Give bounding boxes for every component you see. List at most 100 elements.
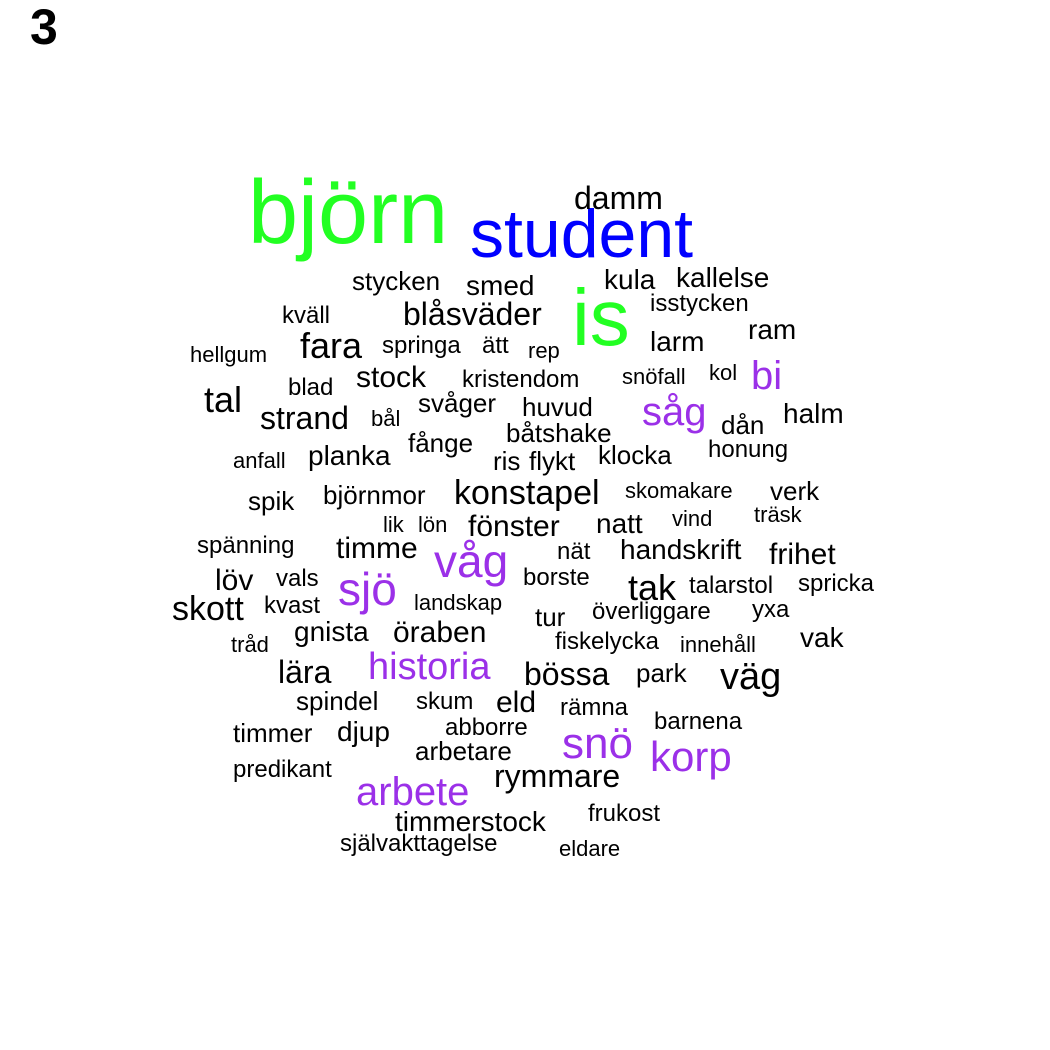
word-nät: nät	[557, 538, 591, 565]
word-fönster: fönster	[468, 510, 560, 543]
word-arbete: arbete	[356, 770, 470, 814]
word-djup: djup	[337, 716, 390, 747]
word-självakttagelse: självakttagelse	[340, 830, 498, 857]
word-lik: lik	[383, 512, 404, 537]
word-flykt: flykt	[529, 446, 576, 476]
word-honung: honung	[708, 436, 789, 463]
word-skum: skum	[416, 688, 474, 715]
word-björn: björn	[248, 163, 449, 263]
word-abborre: abborre	[445, 714, 528, 741]
word-huvud: huvud	[522, 392, 593, 422]
word-fånge: fånge	[408, 428, 474, 458]
word-sjö: sjö	[338, 563, 397, 615]
word-rep: rep	[528, 338, 560, 363]
word-verk: verk	[770, 476, 820, 506]
word-frukost: frukost	[588, 800, 661, 827]
word-konstapel: konstapel	[454, 474, 600, 512]
word-väg: väg	[720, 656, 782, 698]
word-stycken: stycken	[352, 266, 441, 296]
word-park: park	[636, 658, 687, 688]
word-larm: larm	[650, 326, 705, 357]
word-rymmare: rymmare	[494, 758, 621, 794]
word-handskrift: handskrift	[620, 534, 742, 565]
word-kallelse: kallelse	[676, 262, 770, 293]
word-is: is	[572, 273, 630, 362]
word-bössa: bössa	[524, 656, 610, 692]
word-bål: bål	[371, 406, 401, 431]
word-rämna: rämna	[560, 694, 629, 721]
panel-label: 3	[30, 0, 58, 55]
word-yxa: yxa	[752, 596, 790, 623]
word-hellgum: hellgum	[190, 342, 268, 367]
word-spänning: spänning	[197, 532, 295, 559]
word-innehåll: innehåll	[680, 632, 756, 657]
word-vak: vak	[800, 622, 844, 653]
word-strand: strand	[260, 400, 349, 436]
word-eld: eld	[496, 686, 537, 719]
word-vind: vind	[672, 506, 713, 531]
word-klocka: klocka	[598, 440, 672, 470]
word-såg: såg	[642, 390, 707, 434]
word-frihet: frihet	[769, 538, 836, 571]
word-tal: tal	[204, 379, 243, 420]
word-anfall: anfall	[233, 448, 286, 473]
word-våg: våg	[434, 535, 509, 587]
word-spik: spik	[248, 486, 295, 516]
word-blåsväder: blåsväder	[403, 296, 542, 332]
word-spricka: spricka	[798, 570, 875, 597]
word-ris: ris	[493, 446, 521, 476]
word-bi: bi	[751, 354, 783, 398]
word-snö: snö	[562, 719, 633, 768]
word-springa: springa	[382, 332, 461, 359]
word-timme: timme	[336, 532, 418, 565]
word-isstycken: isstycken	[650, 290, 749, 317]
word-eldare: eldare	[559, 836, 621, 861]
word-ram: ram	[748, 314, 797, 345]
word-korp: korp	[650, 733, 732, 780]
word-kväll: kväll	[282, 302, 331, 329]
word-dån: dån	[721, 410, 765, 440]
word-timmerstock: timmerstock	[395, 806, 546, 837]
word-landskap: landskap	[414, 590, 503, 615]
word-svåger: svåger	[418, 388, 497, 418]
word-timmer: timmer	[233, 718, 313, 748]
word-fiskelycka: fiskelycka	[555, 628, 660, 655]
word-historia: historia	[368, 646, 491, 688]
word-tur: tur	[535, 602, 566, 632]
word-stock: stock	[356, 361, 427, 394]
word-smed: smed	[466, 270, 535, 301]
word-båtshake: båtshake	[506, 418, 612, 448]
word-tak: tak	[628, 567, 677, 608]
word-kol: kol	[709, 360, 738, 385]
word-överliggare: överliggare	[592, 598, 711, 625]
word-planka: planka	[308, 440, 391, 471]
word-björnmor: björnmor	[323, 480, 426, 510]
word-kula: kula	[604, 264, 656, 295]
word-lära: lära	[278, 654, 332, 690]
word-gnista: gnista	[294, 616, 369, 647]
word-skott: skott	[172, 590, 244, 628]
word-spindel: spindel	[296, 686, 379, 716]
word-predikant: predikant	[233, 756, 332, 783]
word-damm: damm	[574, 180, 663, 216]
word-kvast: kvast	[264, 592, 321, 619]
word-arbetare: arbetare	[415, 736, 512, 766]
word-lön: lön	[418, 512, 448, 537]
word-fara: fara	[300, 325, 363, 366]
word-snöfall: snöfall	[622, 364, 686, 389]
word-halm: halm	[783, 398, 844, 429]
word-öraben: öraben	[393, 616, 487, 649]
word-blad: blad	[288, 374, 334, 401]
word-student: student	[470, 196, 694, 272]
word-talarstol: talarstol	[689, 572, 774, 599]
word-kristendom: kristendom	[462, 366, 580, 393]
word-borste: borste	[523, 564, 590, 591]
word-tråd: tråd	[231, 632, 269, 657]
word-ätt: ätt	[482, 332, 509, 359]
word-natt: natt	[596, 508, 643, 539]
word-löv: löv	[215, 564, 254, 597]
word-barnena: barnena	[654, 708, 743, 735]
word-träsk: träsk	[754, 502, 802, 527]
word-vals: vals	[276, 565, 319, 592]
